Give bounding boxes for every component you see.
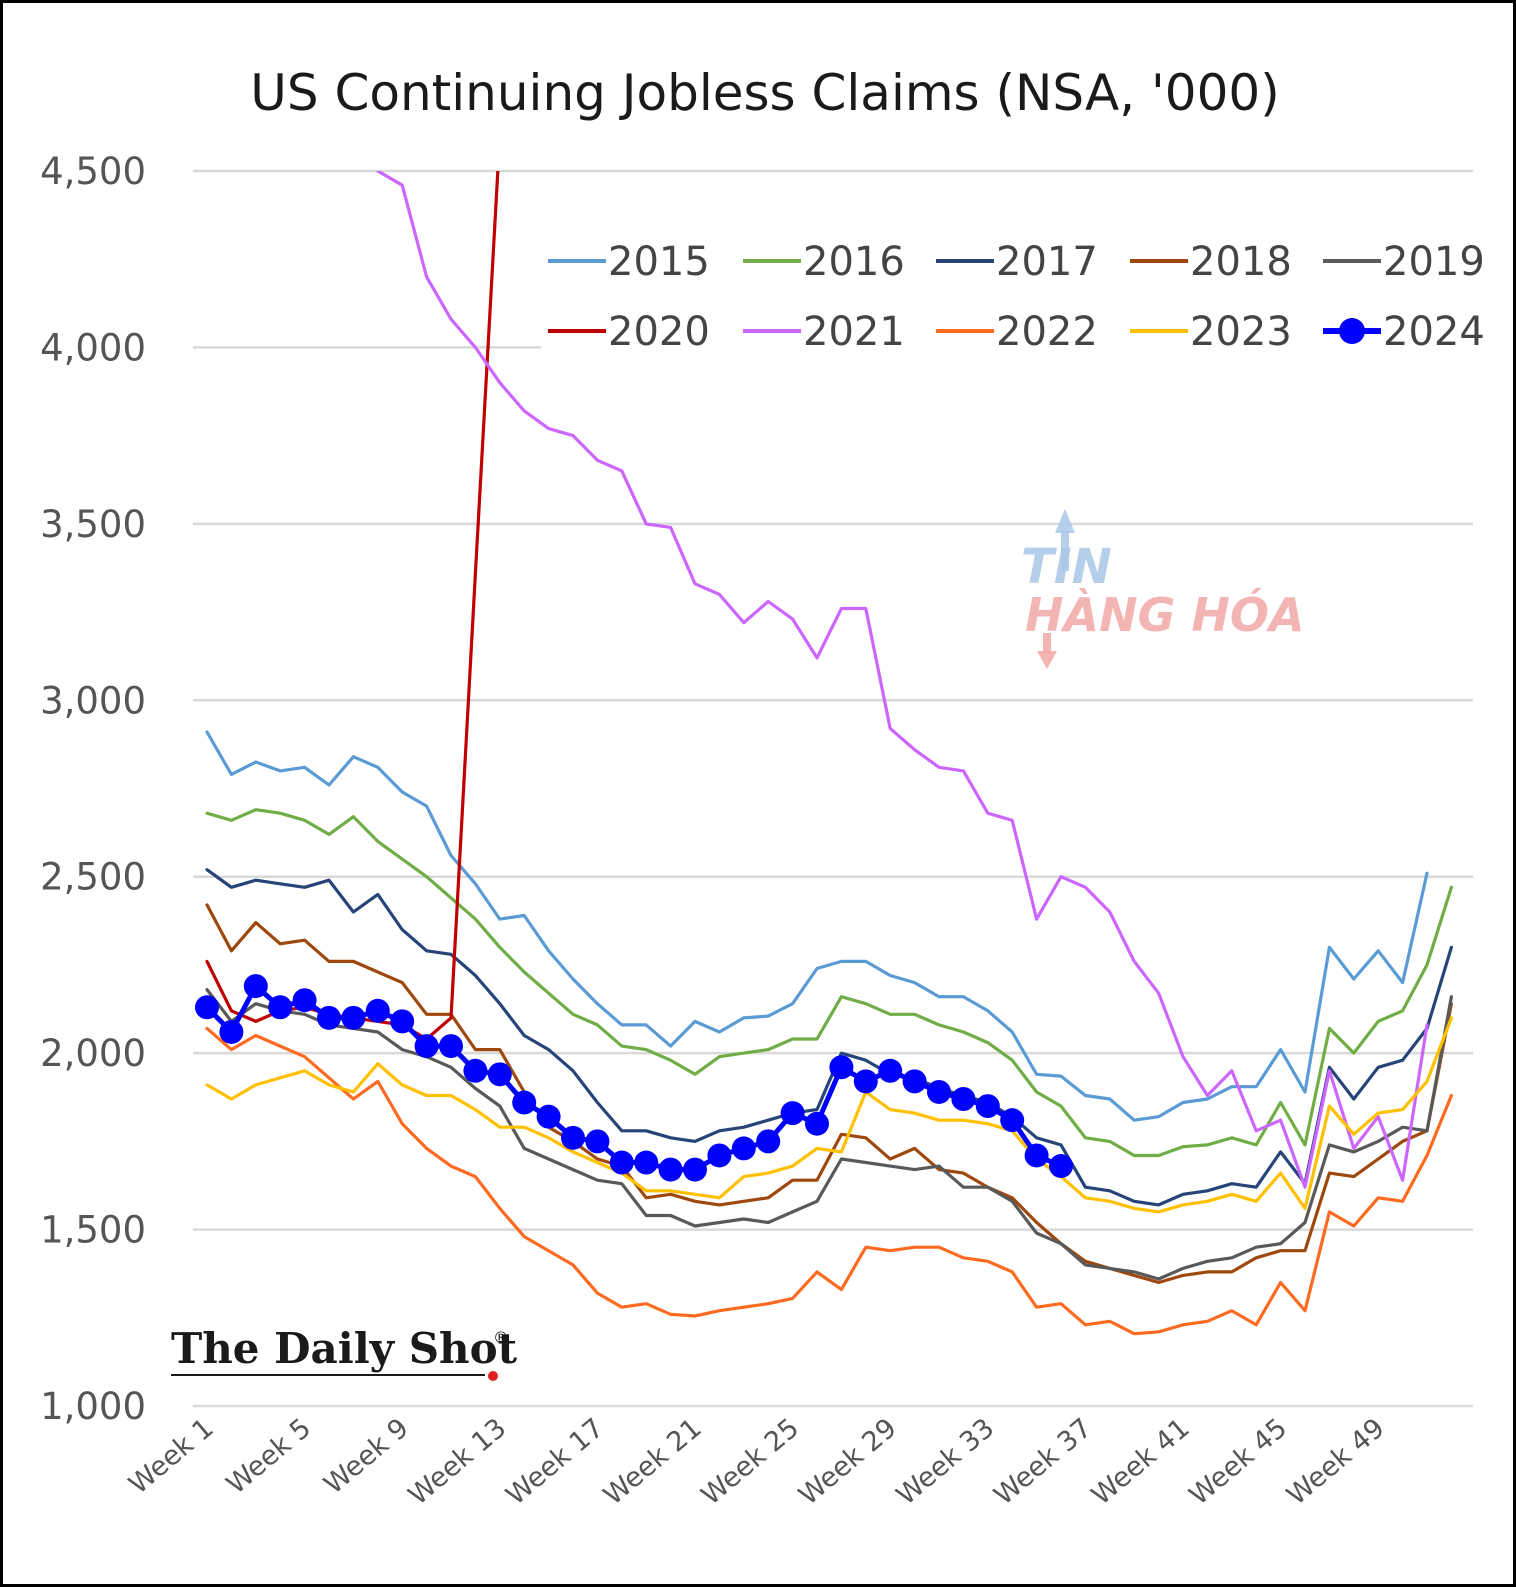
watermark: TIN HÀNG HÓA [1021,509,1305,669]
series-point-2024 [292,988,317,1013]
brand-registered-mark: ® [493,1328,509,1347]
y-tick-label: 3,000 [40,679,146,722]
x-tick-label: Week 37 [988,1413,1097,1512]
series-point-2024 [439,1034,463,1059]
x-tick-label: Week 13 [403,1413,512,1512]
legend-label-2016: 2016 [803,239,905,285]
y-tick-label: 2,500 [40,856,146,899]
series-point-2024 [707,1143,732,1168]
series-line-2015 [205,730,1429,1122]
brand-logo: The Daily Shot ® [171,1324,518,1381]
series-point-2024 [658,1157,683,1182]
series-lines [195,171,1453,1336]
line-chart: 1,000 1,500 2,000 2,500 3,000 3,500 4,000 4,500… [40,64,1506,1512]
series-line-2019 [205,988,1453,1281]
series-point-2024 [536,1104,561,1129]
gridlines [193,169,1473,1408]
series-line-2017 [205,868,1453,1207]
series-point-2024 [561,1125,585,1150]
legend-label-2015: 2015 [608,239,710,285]
y-tick-label: 2,000 [40,1032,146,1075]
x-tick-label: Week 21 [598,1413,707,1512]
watermark-line2: HÀNG HÓA [1025,588,1305,642]
legend-label-2021: 2021 [803,309,905,355]
series-line-2023 [205,1016,1453,1214]
watermark-down-arrow-stem [1043,633,1051,653]
y-tick-label: 4,500 [40,150,146,193]
series-point-2024 [731,1136,756,1161]
legend-label-2022: 2022 [996,309,1098,355]
series-point-2024 [1049,1154,1073,1179]
legend-label-2024: 2024 [1383,309,1485,355]
legend-label-2019: 2019 [1383,239,1485,285]
series-point-2024 [853,1069,878,1094]
x-tick-label: Week 9 [318,1413,414,1501]
series-line-2020 [205,171,500,1041]
series-line-2022 [205,1026,1453,1336]
brand-name: The Daily Shot [171,1324,518,1373]
brand-red-dot [488,1371,498,1381]
x-tick-label: Week 45 [1184,1413,1293,1512]
x-tick-label: Week 25 [696,1413,805,1512]
legend-label-2020: 2020 [608,309,710,355]
legend-marker-2024 [1339,318,1365,344]
series-point-2024 [683,1157,707,1182]
series-line-2018 [205,903,1453,1285]
series-line-2021 [376,171,1429,1189]
series-point-2024 [585,1129,610,1154]
series-point-2024 [756,1129,781,1154]
legend-label-2017: 2017 [996,239,1098,285]
series-point-2024 [463,1058,488,1083]
watermark-up-arrow-icon [1055,509,1075,533]
legend-label-2023: 2023 [1190,309,1292,355]
series-point-2024 [365,998,390,1023]
series-point-2024 [634,1150,659,1175]
watermark-up-arrow-stem [1061,531,1069,571]
legend-label-2018: 2018 [1190,239,1292,285]
series-point-2024 [780,1101,805,1126]
series-point-2024 [487,1062,512,1087]
x-tick-label: Week 29 [793,1413,902,1512]
x-tick-label: Week 33 [891,1413,1000,1512]
series-point-2024 [195,995,219,1020]
series-point-2024 [805,1111,829,1136]
series-point-2024 [390,1009,415,1034]
x-tick-label: Week 41 [1086,1413,1195,1512]
series-point-2024 [902,1069,927,1094]
y-tick-label: 3,500 [40,503,146,546]
x-tick-label: Week 17 [500,1413,609,1512]
series-point-2024 [1000,1108,1025,1133]
x-tick-label: Week 5 [221,1413,317,1501]
y-tick-label: 1,500 [40,1209,146,1252]
series-point-2024 [414,1034,439,1059]
x-tick-label: Week 49 [1281,1413,1390,1512]
watermark-line1: TIN [1021,539,1112,595]
series-point-2024 [219,1019,244,1044]
legend: 2015 2016 2017 2018 2019 2020 2021 2022 2023 2024 [548,239,1485,355]
series-point-2024 [268,995,293,1020]
series-point-2024 [317,1005,341,1030]
series-point-2024 [609,1150,634,1175]
series-point-2024 [829,1055,854,1080]
series-point-2024 [341,1005,366,1030]
series-line-2016 [205,808,1453,1158]
series-point-2024 [512,1090,537,1115]
y-tick-label: 1,000 [40,1385,146,1428]
chart-title: US Continuing Jobless Claims (NSA, '000) [250,64,1279,122]
watermark-down-arrow-icon [1037,651,1057,669]
series-point-2024 [975,1094,1000,1119]
series-point-2024 [951,1087,976,1112]
y-tick-label: 4,000 [40,326,146,369]
series-point-2024 [878,1058,903,1083]
series-point-2024 [1024,1143,1049,1168]
legend-background [541,231,1506,371]
series-point-2024 [243,974,268,999]
y-axis: 1,000 1,500 2,000 2,500 3,000 3,500 4,000 4,500 [40,150,146,1428]
series-point-2024 [927,1079,951,1104]
